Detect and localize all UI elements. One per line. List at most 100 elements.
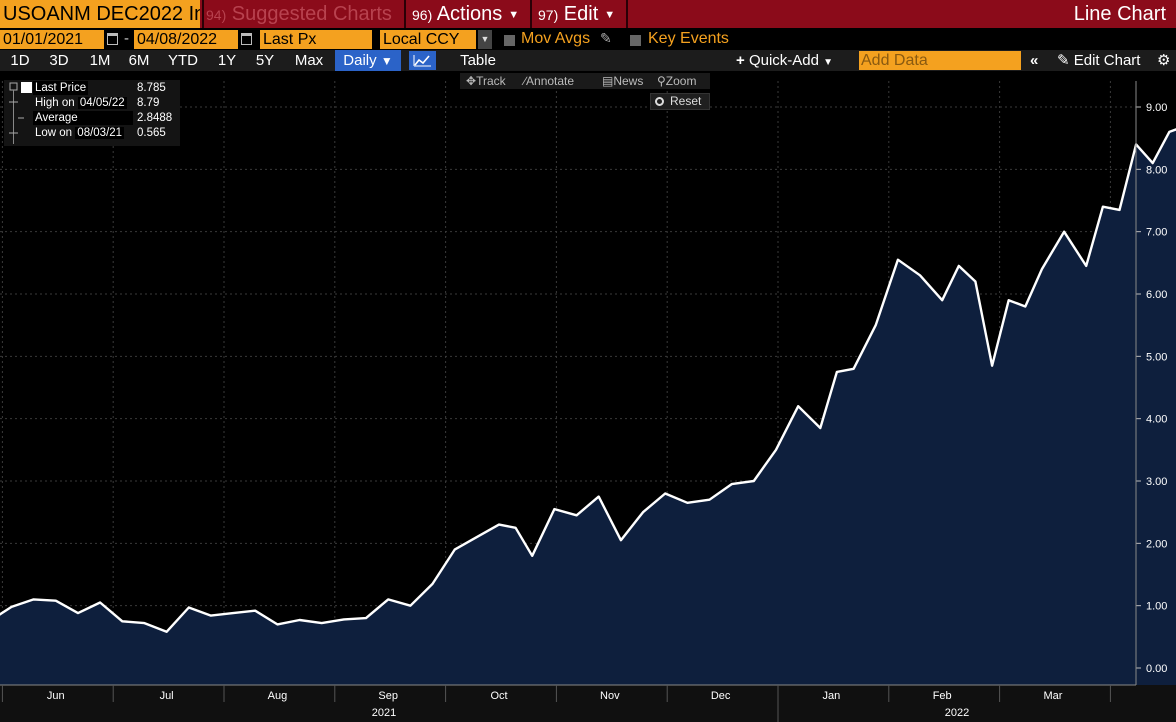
caret-down-icon: ▼ <box>508 9 520 21</box>
period-1y[interactable]: 1Y <box>217 52 237 69</box>
y-tick-label: 1.00 <box>1146 601 1167 613</box>
legend-low-value: 0.565 <box>137 127 166 139</box>
news-label: News <box>613 74 644 88</box>
date-separator: - <box>124 30 129 47</box>
separator <box>530 0 532 28</box>
area-fill <box>0 129 1176 685</box>
plus-icon: + <box>736 52 745 69</box>
chart-toolbar: ✥ Track ∕ Annotate ▤ News ⚲ Zoom <box>460 73 710 89</box>
start-date-field[interactable]: 01/01/2021 <box>0 30 104 49</box>
actions-number: 96) <box>412 7 433 23</box>
separator <box>202 0 204 28</box>
calendar-icon[interactable] <box>241 33 252 45</box>
dropdown-arrow-icon[interactable]: ▼ <box>478 30 492 49</box>
controls-bar: 01/01/2021 - 04/08/2022 Last Px Local CC… <box>0 28 1176 50</box>
y-tick-label: 0.00 <box>1146 663 1167 675</box>
x-month-label: Mar <box>1044 690 1063 702</box>
edit-number: 97) <box>538 7 559 23</box>
legend-high-label: High on <box>35 97 75 109</box>
gear-icon[interactable]: ⚙ <box>1157 52 1171 69</box>
period-5y[interactable]: 5Y <box>255 52 275 69</box>
legend-low-date: 08/03/21 <box>75 127 125 139</box>
legend-average-label: Average <box>33 111 133 125</box>
legend-high-date: 04/05/22 <box>77 97 127 109</box>
suggested-charts-menu[interactable]: 94) Suggested Charts <box>206 0 392 28</box>
y-tick-label: 7.00 <box>1146 227 1167 239</box>
caret-down-icon: ▼ <box>604 9 616 21</box>
y-tick-label: 4.00 <box>1146 414 1167 426</box>
line-chart[interactable]: 0.00 1.00 2.00 3.00 4.00 5.00 6.00 7.00 8.00 9.00… <box>0 71 1176 722</box>
calendar-icon[interactable] <box>107 33 118 45</box>
annotate-label: Annotate <box>526 74 575 88</box>
x-month-label: Feb <box>933 690 952 702</box>
y-tick-label: 3.00 <box>1146 476 1167 488</box>
price-line <box>0 128 1176 633</box>
legend-low-label-wrap: Low on 08/03/21 <box>33 126 126 140</box>
track-tool[interactable]: ✥ Track <box>466 74 506 88</box>
field-selector[interactable]: Last Px <box>260 30 372 49</box>
currency-selector[interactable]: Local CCY <box>380 30 476 49</box>
legend-average: Average 2.8488 <box>4 111 180 126</box>
key-events-label[interactable]: Key Events <box>648 30 729 47</box>
zoom-tool[interactable]: ⚲ Zoom <box>657 74 697 88</box>
frequency-label: Daily <box>343 52 377 69</box>
legend-markers <box>9 82 24 144</box>
legend-last-value: 8.785 <box>137 82 166 94</box>
x-month-label: Jan <box>823 690 841 702</box>
period-bar: 1D 3D 1M 6M YTD 1Y 5Y Max Daily ▼ Table … <box>0 50 1176 71</box>
legend-high: High on 04/05/22 8.79 <box>4 96 180 111</box>
caret-down-icon: ▼ <box>823 57 834 68</box>
period-6m[interactable]: 6M <box>128 52 150 69</box>
legend-last-label: Last Price <box>33 81 89 95</box>
pencil-icon[interactable]: ✎ <box>600 30 612 46</box>
line-chart-icon[interactable] <box>409 51 436 70</box>
pencil-icon: ✎ <box>1057 52 1070 69</box>
view-title: Line Chart <box>1073 3 1166 25</box>
last-price-swatch <box>21 82 32 93</box>
end-date-field[interactable]: 04/08/2022 <box>134 30 238 49</box>
ticker-field[interactable]: USOANM DEC2022 In <box>0 0 200 28</box>
quick-add-label: Quick-Add <box>748 52 819 69</box>
reset-button[interactable]: Reset <box>650 93 710 110</box>
add-data-input[interactable]: Add Data <box>859 51 1021 70</box>
edit-label: Edit <box>563 3 599 25</box>
annotate-tool[interactable]: ∕ Annotate <box>524 74 575 88</box>
mov-avgs-checkbox[interactable] <box>504 35 515 46</box>
y-axis: 0.00 1.00 2.00 3.00 4.00 5.00 6.00 7.00 8.00 9.00 <box>1135 81 1167 685</box>
caret-down-icon: ▼ <box>380 54 393 68</box>
period-3d[interactable]: 3D <box>49 52 69 69</box>
y-tick-label: 2.00 <box>1146 538 1167 550</box>
y-tick-label: 8.00 <box>1146 164 1167 176</box>
quick-add-button[interactable]: + Quick-Add ▼ <box>736 50 833 71</box>
x-axis: Jun Jul Aug Sep Oct Nov Dec Jan Feb Mar 2021 2022 <box>0 684 1176 722</box>
legend-average-value: 2.8488 <box>137 112 173 124</box>
x-year-label: 2021 <box>372 707 396 719</box>
actions-menu[interactable]: 96) Actions ▼ <box>412 0 519 28</box>
frequency-selector[interactable]: Daily ▼ <box>335 50 401 71</box>
period-ytd[interactable]: YTD <box>168 52 198 69</box>
news-tool[interactable]: ▤ News <box>602 74 644 88</box>
edit-chart-label: Edit Chart <box>1073 52 1141 69</box>
x-month-label: Dec <box>711 690 731 702</box>
y-tick-label: 6.00 <box>1146 289 1167 301</box>
mov-avgs-label[interactable]: Mov Avgs <box>521 30 591 47</box>
x-month-label: Aug <box>268 690 288 702</box>
period-1d[interactable]: 1D <box>10 52 30 69</box>
period-max[interactable]: Max <box>294 52 324 69</box>
separator <box>626 0 628 28</box>
table-button[interactable]: Table <box>460 52 496 69</box>
chart-area: 0.00 1.00 2.00 3.00 4.00 5.00 6.00 7.00 8.00 9.00… <box>0 71 1176 722</box>
x-month-label: Oct <box>490 690 507 702</box>
key-events-checkbox[interactable] <box>630 35 641 46</box>
edit-menu[interactable]: 97) Edit ▼ <box>538 0 615 28</box>
zoom-label: Zoom <box>665 74 697 88</box>
period-1m[interactable]: 1M <box>89 52 111 69</box>
x-month-label: Sep <box>378 690 398 702</box>
legend-high-value: 8.79 <box>137 97 160 109</box>
reset-label: Reset <box>670 94 702 108</box>
legend-low-label: Low on <box>35 127 73 139</box>
legend-low: Low on 08/03/21 0.565 <box>4 126 180 141</box>
edit-chart-button[interactable]: ✎ Edit Chart <box>1057 50 1140 71</box>
collapse-icon[interactable]: « <box>1030 52 1039 69</box>
suggested-number: 94) <box>206 7 227 23</box>
